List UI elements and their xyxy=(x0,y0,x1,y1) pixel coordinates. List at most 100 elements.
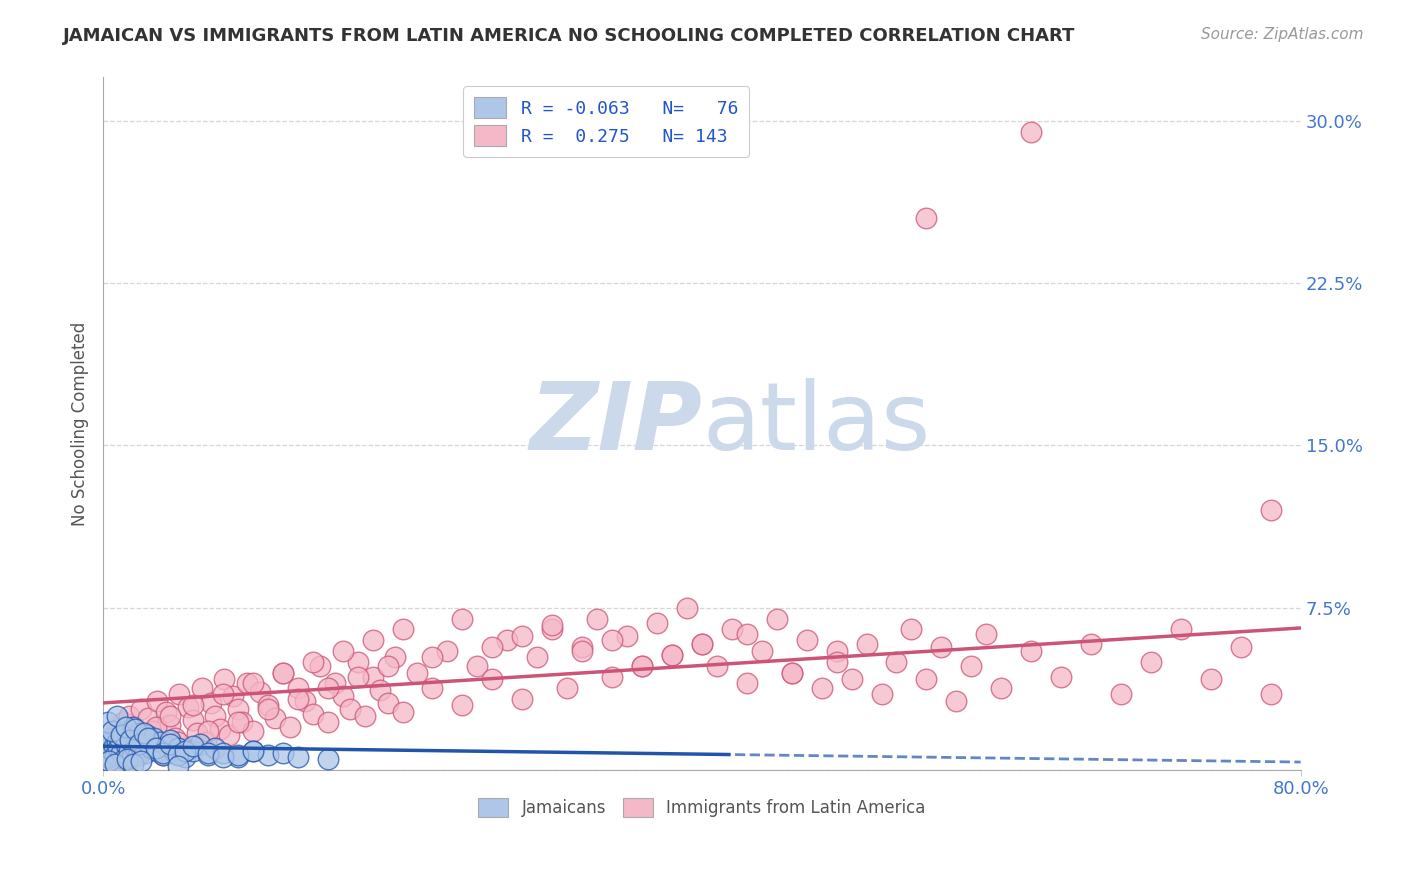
Point xyxy=(361,670,384,684)
Point xyxy=(226,747,249,762)
Point xyxy=(108,732,131,747)
Point xyxy=(886,655,908,669)
Point xyxy=(1050,670,1073,684)
Point xyxy=(287,750,309,764)
Point xyxy=(190,737,212,751)
Point xyxy=(112,752,135,766)
Point xyxy=(152,747,174,762)
Point xyxy=(436,644,458,658)
Point xyxy=(97,741,120,756)
Point xyxy=(212,750,235,764)
Point xyxy=(128,737,150,751)
Point xyxy=(117,743,139,757)
Point xyxy=(124,722,146,736)
Point xyxy=(124,741,146,756)
Point xyxy=(122,720,145,734)
Point xyxy=(616,629,638,643)
Point xyxy=(149,735,172,749)
Point xyxy=(159,732,181,747)
Point xyxy=(600,670,623,684)
Point xyxy=(181,713,204,727)
Point xyxy=(94,746,117,760)
Point xyxy=(496,633,519,648)
Point xyxy=(181,743,204,757)
Point xyxy=(422,681,444,695)
Point xyxy=(122,750,145,764)
Point xyxy=(127,732,149,747)
Point xyxy=(104,747,127,762)
Point xyxy=(271,665,294,680)
Point xyxy=(467,659,489,673)
Point xyxy=(197,746,219,760)
Point xyxy=(990,681,1012,695)
Point xyxy=(377,696,399,710)
Point xyxy=(631,659,654,673)
Point xyxy=(169,687,191,701)
Point xyxy=(510,691,533,706)
Point xyxy=(107,741,129,756)
Point xyxy=(120,731,142,745)
Point xyxy=(256,702,278,716)
Point xyxy=(271,665,294,680)
Point xyxy=(1260,503,1282,517)
Point xyxy=(103,746,125,760)
Point xyxy=(377,659,399,673)
Point xyxy=(236,676,259,690)
Point xyxy=(110,728,132,742)
Point xyxy=(186,726,208,740)
Point xyxy=(422,650,444,665)
Point xyxy=(197,747,219,762)
Point xyxy=(451,698,474,712)
Point xyxy=(212,746,235,760)
Point xyxy=(121,728,143,742)
Point xyxy=(100,732,122,747)
Point xyxy=(159,717,181,731)
Point xyxy=(108,737,131,751)
Point xyxy=(155,739,177,754)
Point xyxy=(114,737,136,751)
Point xyxy=(406,665,429,680)
Point xyxy=(136,741,159,756)
Point xyxy=(1019,124,1042,138)
Point xyxy=(152,746,174,760)
Text: Source: ZipAtlas.com: Source: ZipAtlas.com xyxy=(1201,27,1364,42)
Point xyxy=(152,747,174,762)
Point xyxy=(278,720,301,734)
Point xyxy=(690,638,713,652)
Point xyxy=(150,735,173,749)
Point xyxy=(960,659,983,673)
Point xyxy=(256,698,278,712)
Text: ZIP: ZIP xyxy=(529,377,702,470)
Point xyxy=(135,728,157,742)
Point xyxy=(870,687,893,701)
Point xyxy=(855,638,877,652)
Point xyxy=(541,618,564,632)
Point xyxy=(721,623,744,637)
Point xyxy=(197,724,219,739)
Point xyxy=(103,739,125,754)
Point xyxy=(1260,687,1282,701)
Point xyxy=(132,726,155,740)
Point xyxy=(105,724,128,739)
Point xyxy=(1080,638,1102,652)
Point xyxy=(100,731,122,745)
Point xyxy=(796,633,818,648)
Point xyxy=(127,747,149,762)
Point xyxy=(191,681,214,695)
Point xyxy=(765,611,787,625)
Point xyxy=(167,741,190,756)
Point xyxy=(117,709,139,723)
Point xyxy=(661,648,683,663)
Point xyxy=(110,746,132,760)
Point xyxy=(114,743,136,757)
Point xyxy=(264,711,287,725)
Point xyxy=(510,629,533,643)
Point xyxy=(131,743,153,757)
Point xyxy=(271,746,294,760)
Point xyxy=(120,732,142,747)
Point xyxy=(332,644,354,658)
Point xyxy=(309,659,332,673)
Point xyxy=(481,640,503,654)
Point xyxy=(354,709,377,723)
Point xyxy=(143,731,166,745)
